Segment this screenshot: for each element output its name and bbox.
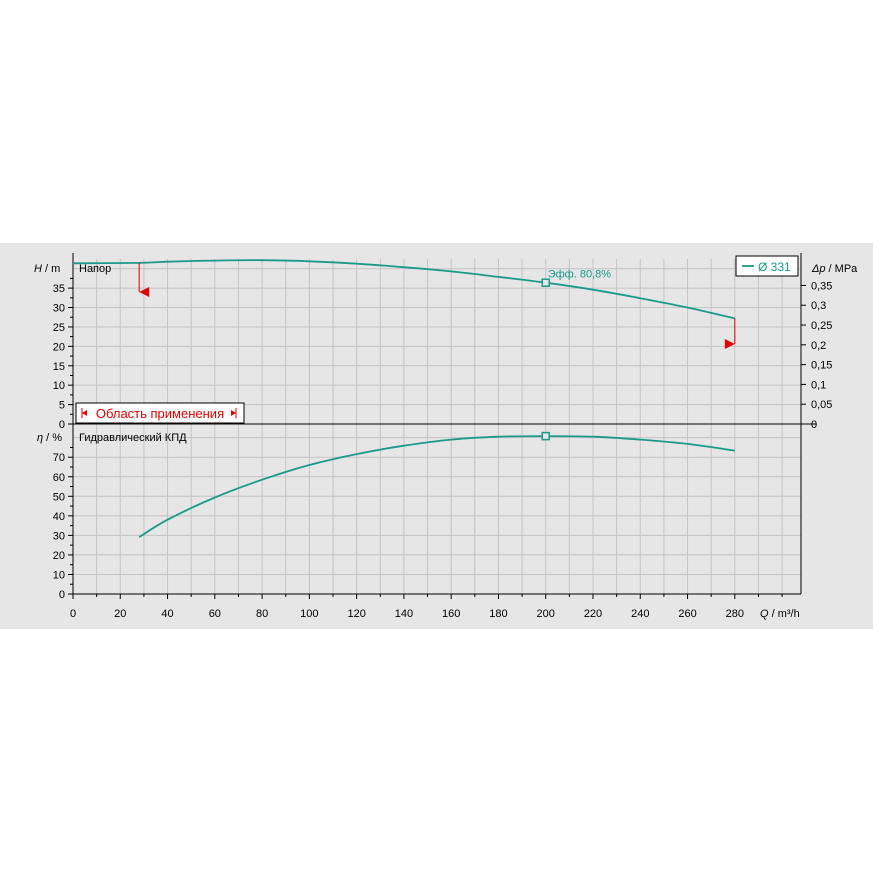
bottom-panel-title: Гидравлический КПД — [79, 432, 187, 444]
x-tick-label: 20 — [114, 608, 126, 620]
y-tick-label: 0 — [59, 589, 65, 601]
y2-tick-label: 0,2 — [811, 340, 826, 352]
y-tick-label: 20 — [53, 341, 65, 353]
y-tick-label: 70 — [53, 452, 65, 464]
x-tick-label: 280 — [726, 608, 744, 620]
x-unit: / m³/h — [769, 608, 800, 620]
y-tick-label: 25 — [53, 322, 65, 334]
y-tick-label: 5 — [59, 400, 65, 412]
eta-unit: / % — [43, 432, 62, 444]
y-tick-label: 15 — [53, 361, 65, 373]
range-min-arrow — [139, 287, 150, 297]
x-tick-label: 40 — [161, 608, 173, 620]
x-tick-label: 180 — [489, 608, 507, 620]
y2-tick-label: 0,3 — [811, 300, 826, 312]
range-max-arrow — [724, 339, 735, 349]
y-tick-label: 30 — [53, 530, 65, 542]
x-tick-label: 200 — [537, 608, 555, 620]
y-unit: / m — [42, 263, 60, 275]
y-tick-label: 50 — [53, 491, 65, 503]
legend-box — [735, 255, 799, 277]
y-tick-label: 20 — [53, 550, 65, 562]
y2-unit: / MPa — [826, 263, 859, 275]
y2-var: Δp — [811, 263, 826, 275]
range-tri — [82, 410, 87, 416]
grid-lines — [72, 259, 801, 595]
operating-point-head — [541, 278, 550, 287]
x-var: Q — [760, 608, 769, 620]
efficiency-curve — [138, 435, 735, 538]
x-tick-label: 80 — [256, 608, 268, 620]
y2-tick-label: 0,25 — [811, 320, 832, 332]
y-var: H — [34, 263, 42, 275]
y-tick-label: 0 — [59, 419, 65, 431]
x-axis-label: Q / m³/h — [760, 608, 800, 620]
bottom-y-ticks: 0 10 20 30 40 50 60 70 — [53, 446, 73, 601]
y-tick-label: 35 — [53, 283, 65, 295]
y2-axis-label: Δp / MPa — [811, 263, 858, 275]
application-range-box — [75, 402, 245, 424]
top-y2-ticks: 0 0,05 0,1 0,15 0,2 0,25 0,3 0,35 — [801, 280, 832, 431]
head-curve — [72, 259, 735, 320]
application-range-right-marker — [231, 408, 237, 418]
application-range-left-marker — [81, 408, 87, 418]
top-panel-title: Напор — [79, 263, 111, 275]
x-tick-label: 220 — [584, 608, 602, 620]
y-tick-label: 10 — [53, 569, 65, 581]
eta-axis-label: η / % — [37, 432, 62, 444]
y2-tick-label: 0,05 — [811, 399, 832, 411]
application-range-label: Область применения — [96, 406, 224, 421]
x-tick-label: 120 — [347, 608, 365, 620]
eta-var: η — [37, 432, 43, 444]
x-tick-label: 260 — [678, 608, 696, 620]
y-tick-label: 30 — [53, 303, 65, 315]
x-tick-label: 60 — [209, 608, 221, 620]
y-tick-label: 60 — [53, 472, 65, 484]
operating-point-efficiency — [541, 431, 550, 441]
x-tick-label: 240 — [631, 608, 649, 620]
y2-tick-label: 0,1 — [811, 379, 826, 391]
y-tick-label: 10 — [53, 380, 65, 392]
operating-point-label: Эфф. 80,8% — [548, 269, 612, 281]
x-tick-label: 100 — [300, 608, 318, 620]
top-y-ticks: 0 5 10 15 20 25 30 35 — [53, 277, 73, 431]
range-tri — [231, 410, 236, 416]
x-tick-label: 160 — [442, 608, 460, 620]
x-ticks: 0 20 40 60 80 100 120 140 160 180 200 220 240 260 280 — [70, 594, 783, 620]
legend-label: Ø 331 — [758, 260, 791, 274]
y-axis-label: H / m — [34, 263, 60, 275]
x-tick-label: 140 — [395, 608, 413, 620]
y2-tick-label: 0,35 — [811, 280, 832, 292]
y-tick-label: 40 — [53, 511, 65, 523]
y2-tick-label: 0 — [811, 419, 817, 431]
y2-tick-label: 0,15 — [811, 360, 832, 372]
x-tick-label: 0 — [70, 608, 76, 620]
